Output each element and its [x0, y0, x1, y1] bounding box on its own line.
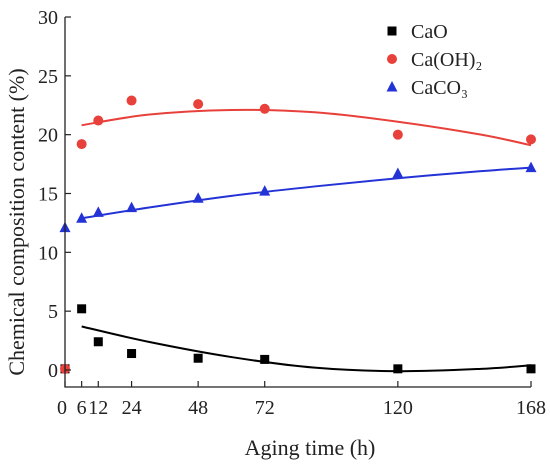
data-point-square: [393, 364, 403, 374]
legend-marker-circle: [387, 54, 397, 64]
data-point-triangle: [525, 161, 537, 173]
data-point-triangle: [192, 192, 204, 203]
data-point-square: [77, 304, 87, 314]
y-axis-title: Chemical composition content (%): [4, 68, 29, 375]
x-tick-label: 24: [122, 397, 142, 419]
y-ticks: 0 5 10 15 20 25 30: [38, 7, 71, 382]
axes: [64, 17, 531, 388]
data-point-triangle: [126, 201, 138, 213]
y-tick-label: 30: [38, 7, 58, 29]
x-tick-label: 0: [57, 397, 67, 419]
legend: CaO Ca(OH)₂ CaCO₃: [386, 21, 482, 99]
data-point-circle: [526, 134, 536, 145]
data-point-circle: [126, 95, 137, 106]
data-point-triangle: [259, 185, 271, 196]
data-point-circle: [392, 129, 403, 140]
y-tick-label: 20: [38, 125, 58, 147]
data-point-square: [526, 364, 536, 374]
legend-marker-triangle: [386, 81, 398, 92]
fit-lines: [81, 108, 532, 373]
data-point-square: [93, 337, 103, 347]
legend-label: CaCO₃: [411, 77, 468, 99]
y-tick-label: 10: [38, 242, 58, 264]
x-tick-label: 48: [188, 397, 208, 419]
data-point-square: [193, 353, 203, 363]
data-point-square: [260, 354, 270, 364]
legend-label: Ca(OH)₂: [411, 49, 482, 71]
y-tick-label: 5: [48, 301, 58, 323]
x-tick-label: 120: [383, 397, 413, 419]
data-point-triangle: [76, 212, 88, 223]
y-tick-label: 25: [38, 66, 58, 88]
legend-label: CaO: [411, 21, 448, 43]
data-point-square: [127, 349, 137, 359]
y-tick-label: 15: [38, 184, 58, 206]
fit-line-triangle: [81, 166, 532, 220]
x-tick-label: 168: [516, 397, 546, 419]
data-point-triangle: [392, 167, 404, 178]
x-axis-title: Aging time (h): [245, 435, 376, 460]
fit-line-circle: [81, 108, 532, 147]
data-point-circle: [76, 139, 87, 150]
y-tick-label: 0: [48, 360, 58, 382]
x-tick-label: 12: [88, 397, 108, 419]
data-markers: [59, 95, 537, 374]
fit-line-square: [81, 325, 532, 373]
data-point-triangle: [92, 206, 104, 217]
x-tick-label: 72: [255, 397, 275, 419]
axis-frame: [64, 17, 531, 388]
data-point-circle: [259, 103, 270, 114]
x-ticks: 0 6 12 24 48 72 120 168: [57, 381, 546, 419]
data-point-circle: [93, 115, 104, 126]
data-point-circle: [193, 99, 204, 110]
legend-marker-square: [387, 26, 397, 36]
x-tick-label: 6: [77, 397, 87, 419]
